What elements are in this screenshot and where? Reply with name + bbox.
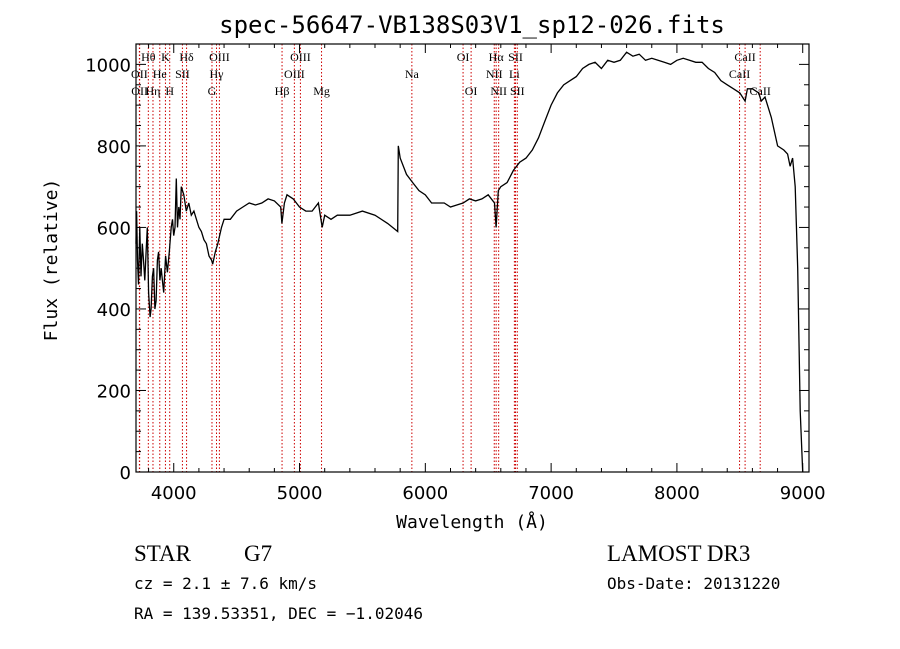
- line-marker-label: OI: [457, 50, 470, 64]
- line-marker-label: Hβ: [275, 84, 290, 98]
- x-tick-label: 8000: [654, 483, 700, 504]
- line-marker-label: Hδ: [179, 50, 194, 64]
- line-marker-label: SII: [508, 50, 523, 64]
- line-marker-label: K: [161, 50, 170, 64]
- axis-ticks: 4000 5000 6000 7000 8000 9000 0 200 400 600 800 100…: [85, 43, 826, 504]
- line-marker-label: Hα: [489, 50, 505, 64]
- line-marker-label: Hγ: [210, 67, 225, 81]
- subclass-label: G7: [244, 541, 272, 566]
- line-marker-label: OIII: [284, 67, 305, 81]
- redshift-text: cz = 2.1 ± 7.6 km/s: [134, 574, 317, 593]
- line-marker-label: Li: [509, 67, 520, 81]
- y-tick-label: 200: [97, 381, 131, 402]
- line-marker-label: NII: [490, 84, 507, 98]
- x-tick-label: 6000: [402, 483, 448, 504]
- y-tick-label: 600: [97, 218, 131, 239]
- line-marker-label: NII: [486, 67, 503, 81]
- line-marker-label: CaII: [750, 84, 771, 98]
- line-marker-group: [138, 44, 761, 472]
- line-marker-label: G: [208, 84, 217, 98]
- y-tick-label: 400: [97, 300, 131, 321]
- x-tick-label: 5000: [277, 483, 323, 504]
- y-tick-label: 1000: [85, 55, 131, 76]
- line-marker-label: Hθ: [141, 50, 156, 64]
- line-marker-label: SII: [510, 84, 525, 98]
- y-tick-label: 800: [97, 137, 131, 158]
- x-tick-label: 7000: [528, 483, 574, 504]
- x-axis-label: Wavelength (Å): [396, 511, 548, 533]
- line-marker-label: OI: [465, 84, 478, 98]
- class-label: STAR: [134, 541, 192, 566]
- y-axis-label: Flux (relative): [41, 179, 62, 342]
- line-marker-label: Na: [405, 67, 420, 81]
- obs-date-text: Obs-Date: 20131220: [607, 574, 780, 593]
- line-marker-label: Mg: [313, 84, 330, 98]
- line-marker-label: SII: [175, 67, 190, 81]
- y-tick-label: 0: [120, 463, 131, 484]
- x-tick-label: 4000: [151, 483, 197, 504]
- plot-frame: [135, 43, 810, 473]
- line-marker-label: OII: [131, 67, 148, 81]
- line-marker-label: CaII: [729, 67, 750, 81]
- line-marker-label: H: [165, 84, 174, 98]
- line-marker-label: CaII: [734, 50, 755, 64]
- line-marker-label: He: [153, 67, 167, 81]
- survey-label: LAMOST DR3: [607, 541, 750, 566]
- spectrum-line: [135, 51, 804, 473]
- line-marker-label: OII: [131, 84, 148, 98]
- line-marker-label: Hη: [146, 84, 161, 98]
- chart-title: spec-56647-VB138S03V1_sp12-026.fits: [219, 11, 725, 39]
- coordinates-text: RA = 139.53351, DEC = −1.02046: [134, 604, 423, 623]
- line-marker-label: OIII: [290, 50, 311, 64]
- line-marker-label: OIII: [209, 50, 230, 64]
- x-tick-label: 9000: [780, 483, 826, 504]
